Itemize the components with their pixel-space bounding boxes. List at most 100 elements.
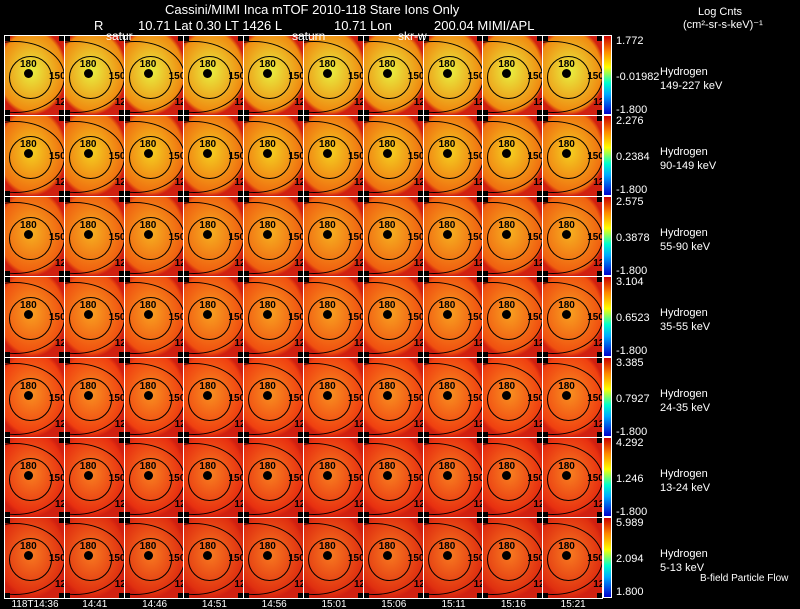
colorbar-max: 5.989: [616, 517, 644, 530]
corner-mask: [304, 512, 309, 518]
contour-label-150: 150: [348, 71, 363, 82]
contour-label-180: 180: [438, 139, 456, 151]
contour-label-12: 12: [294, 418, 303, 430]
contour-label-12: 12: [55, 338, 64, 350]
colorbar: [603, 436, 612, 518]
corner-mask: [363, 271, 369, 277]
contour-label-180: 180: [378, 380, 396, 392]
corner-mask: [543, 190, 549, 196]
contour-label-180: 180: [259, 300, 276, 312]
planet-marker: [263, 390, 273, 400]
corner-mask: [423, 36, 429, 41]
planet-marker: [502, 229, 512, 239]
contour-label-180: 180: [259, 461, 276, 472]
planet-marker: [382, 229, 392, 239]
contour-label-12: 12: [174, 418, 184, 430]
image-panel: 180 150 12: [362, 517, 424, 599]
image-panel: 180 150 12: [4, 34, 65, 117]
corner-mask: [363, 36, 369, 41]
planet-marker: [263, 471, 273, 480]
corner-mask: [483, 190, 489, 196]
corner-mask: [118, 512, 124, 518]
image-panel: 180 150 12: [482, 34, 544, 117]
time-tick-label: 118T14:36: [11, 599, 59, 609]
corner-mask: [124, 271, 130, 277]
colorbar: [603, 195, 612, 277]
contour-label-12: 12: [234, 257, 244, 269]
corner-mask: [5, 110, 10, 116]
planet-marker: [263, 310, 273, 320]
corner-mask: [118, 110, 124, 116]
chart-title: Cassini/MIMI Inca mTOF 2010-118 Stare Io…: [165, 2, 460, 17]
image-panel: 180 150 12: [362, 356, 424, 438]
contour-label-12: 12: [114, 97, 124, 108]
contour-label-12: 12: [114, 579, 124, 591]
contour-label-180: 180: [558, 461, 575, 472]
contour-label-150: 150: [348, 473, 363, 484]
corner-mask: [596, 190, 602, 196]
contour-label-180: 180: [438, 59, 456, 70]
planet-marker: [83, 551, 93, 561]
contour-label-150: 150: [348, 231, 363, 243]
colorbar-mid: 1.246: [616, 473, 644, 485]
contour-label-180: 180: [199, 461, 217, 472]
contour-label-12: 12: [593, 97, 602, 108]
planet-marker: [143, 229, 153, 239]
corner-mask: [596, 351, 602, 357]
corner-mask: [423, 351, 429, 357]
contour-label-150: 150: [288, 473, 303, 484]
contour-label-180: 180: [259, 59, 276, 70]
planet-marker: [562, 310, 572, 320]
corner-mask: [64, 592, 70, 598]
corner-mask: [238, 351, 244, 357]
image-panel: 180 150 12: [183, 436, 245, 519]
image-panel: 180 150 12: [63, 34, 125, 117]
image-panel: 180 150 12: [4, 517, 65, 599]
contour-label-150: 150: [467, 231, 483, 243]
contour-label-150: 150: [228, 473, 244, 484]
contour-label-180: 180: [498, 139, 516, 151]
contour-label-12: 12: [294, 499, 303, 510]
corner-mask: [423, 512, 429, 518]
contour-label-12: 12: [354, 499, 363, 510]
corner-mask: [297, 190, 303, 196]
energy-label: 90-149 keV: [660, 160, 717, 173]
corner-mask: [357, 277, 363, 283]
corner-mask: [537, 277, 543, 283]
corner-mask: [543, 592, 549, 598]
contour-label-150: 150: [288, 71, 303, 82]
contour-label-180: 180: [139, 461, 157, 472]
contour-label-180: 180: [498, 59, 516, 70]
colorbar-mid: -0.01982: [616, 71, 660, 83]
corner-mask: [124, 351, 130, 357]
contour-label-180: 180: [20, 541, 37, 553]
footer-note: B-field Particle Flow: [700, 573, 789, 584]
contour-label-150: 150: [49, 392, 64, 404]
corner-mask: [423, 271, 429, 277]
planet-marker: [24, 149, 33, 159]
contour-label-12: 12: [114, 177, 124, 189]
contour-label-180: 180: [438, 219, 456, 231]
planet-marker: [323, 149, 332, 159]
planet-marker: [562, 471, 572, 480]
contour-label-180: 180: [259, 139, 276, 151]
corner-mask: [64, 518, 70, 524]
corner-mask: [483, 271, 489, 277]
contour-label-12: 12: [533, 418, 543, 430]
corner-mask: [64, 190, 70, 196]
corner-mask: [184, 438, 190, 443]
contour-label-150: 150: [228, 231, 244, 243]
contour-label-12: 12: [55, 257, 64, 269]
corner-mask: [363, 592, 369, 598]
corner-mask: [238, 277, 244, 283]
colorbar-min: -1.800: [616, 425, 648, 438]
corner-mask: [184, 116, 190, 122]
time-tick-label: 14:41: [82, 599, 108, 609]
contour-label-12: 12: [354, 177, 363, 189]
image-panel: 180 150 12: [243, 115, 304, 197]
contour-label-180: 180: [378, 300, 396, 312]
corner-mask: [357, 36, 363, 41]
colorbar: [603, 276, 612, 357]
corner-mask: [543, 518, 549, 524]
planet-marker: [143, 69, 153, 78]
